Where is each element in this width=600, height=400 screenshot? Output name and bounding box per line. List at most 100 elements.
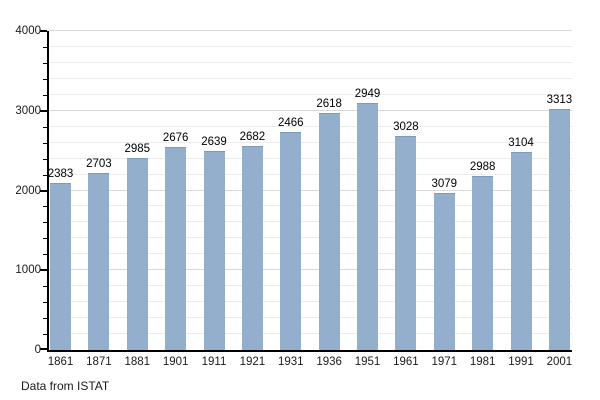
y-axis-minor-tick xyxy=(43,174,47,176)
bar-1861 xyxy=(50,182,71,350)
gridline-minor xyxy=(49,301,572,303)
y-tick-label: 3000 xyxy=(15,104,41,117)
bar-2001 xyxy=(548,109,570,350)
bar-1911 xyxy=(203,150,225,350)
gridline-minor xyxy=(49,157,572,159)
y-axis-major-tick xyxy=(40,109,47,112)
x-tick-label: 1936 xyxy=(316,356,342,368)
bar-value-label: 2988 xyxy=(469,160,496,173)
y-axis-major-tick xyxy=(40,269,47,272)
y-axis-minor-tick xyxy=(43,62,47,64)
bar-slot-1936: 2618 1936 xyxy=(316,31,342,368)
x-tick-label: 2001 xyxy=(546,356,573,368)
bar-1951 xyxy=(357,103,378,350)
y-axis-minor-tick xyxy=(43,46,47,48)
bar-1931 xyxy=(280,132,302,350)
bar-slot-1921: 2682 1921 xyxy=(239,31,266,368)
gridline-minor xyxy=(49,61,572,63)
y-tick-label: 0 xyxy=(34,344,41,356)
bar-value-label: 2618 xyxy=(316,98,342,111)
x-tick-label: 1971 xyxy=(431,356,458,368)
gridline-minor xyxy=(49,205,572,207)
y-axis-major-tick xyxy=(40,348,47,350)
bar-slot-1911: 2639 1911 xyxy=(201,31,227,368)
bar-slot-1931: 2466 1931 xyxy=(278,31,304,368)
y-axis-minor-tick xyxy=(43,286,47,288)
bar-1961 xyxy=(395,135,417,350)
bar-value-label: 3104 xyxy=(508,136,534,149)
gridline-minor xyxy=(49,141,572,143)
bar-slot-1881: 2985 1881 xyxy=(124,31,151,368)
y-axis-major-tick xyxy=(40,30,47,32)
x-tick-label: 1861 xyxy=(47,356,74,368)
y-axis-minor-tick xyxy=(43,206,47,208)
y-axis-minor-tick xyxy=(43,334,47,336)
bar-value-label: 2703 xyxy=(86,158,112,171)
y-axis-minor-tick xyxy=(43,126,47,128)
gridline-minor xyxy=(49,77,572,79)
bar-1901 xyxy=(165,147,187,350)
gridline-minor xyxy=(49,253,572,255)
x-tick-label: 1981 xyxy=(469,356,496,368)
bar-slot-1991: 3104 1991 xyxy=(508,31,534,368)
x-tick-label: 1921 xyxy=(239,356,266,368)
bars-container: 2383 1861 2703 1871 2985 1881 2676 1901 2639 1911… xyxy=(47,31,573,368)
bar-1981 xyxy=(472,175,494,350)
bar-value-label: 3028 xyxy=(393,120,419,133)
gridline-minor xyxy=(49,317,572,319)
y-axis-minor-tick xyxy=(43,222,47,224)
x-tick-label: 1871 xyxy=(86,356,112,368)
gridline-minor xyxy=(49,221,572,223)
y-tick-label: 2000 xyxy=(15,184,41,197)
bar-value-label: 2682 xyxy=(239,130,266,143)
bar-1881 xyxy=(126,158,148,350)
y-axis-minor-tick xyxy=(43,254,47,256)
gridline-minor xyxy=(49,173,572,175)
bar-slot-1861: 2383 1861 xyxy=(47,31,74,368)
gridline-minor xyxy=(49,285,572,287)
bar-value-label: 2985 xyxy=(124,143,151,156)
bar-1991 xyxy=(510,151,532,350)
bar-slot-1951: 2949 1951 xyxy=(354,31,381,368)
gridline-minor xyxy=(49,237,572,239)
y-axis-minor-tick xyxy=(43,78,47,80)
source-note: Data from ISTAT xyxy=(21,379,110,393)
gridline-major xyxy=(49,189,572,191)
plot-area: 2383 1861 2703 1871 2985 1881 2676 1901 2639 1911… xyxy=(40,30,573,368)
bar-slot-1981: 2988 1981 xyxy=(469,31,496,368)
bar-value-label: 2383 xyxy=(47,167,74,180)
x-tick-label: 1911 xyxy=(201,356,227,368)
y-axis-minor-tick xyxy=(43,142,47,144)
bar-slot-1961: 3028 1961 xyxy=(393,31,419,368)
bar-slot-1971: 3079 1971 xyxy=(431,31,458,368)
x-tick-label: 1991 xyxy=(508,356,534,368)
gridline-minor xyxy=(49,125,572,127)
bar-value-label: 2676 xyxy=(162,132,189,145)
y-tick-label: 4000 xyxy=(15,25,41,37)
y-axis-minor-tick xyxy=(43,302,47,304)
bar-slot-1871: 2703 1871 xyxy=(86,31,112,368)
x-tick-label: 1881 xyxy=(124,356,151,368)
bar-1871 xyxy=(88,173,110,350)
x-tick-label: 1951 xyxy=(354,356,381,368)
x-tick-label: 1961 xyxy=(393,356,419,368)
y-axis-major-tick xyxy=(40,189,47,192)
y-axis-minor-tick xyxy=(43,94,47,96)
gridline-minor xyxy=(49,93,572,95)
gridline-major xyxy=(49,30,572,31)
y-axis-minor-tick xyxy=(43,318,47,320)
bar-value-label: 3313 xyxy=(546,94,573,107)
x-tick-label: 1931 xyxy=(277,356,304,368)
gridline-minor xyxy=(49,333,572,335)
gridline-major xyxy=(49,269,572,271)
bar-value-label: 3079 xyxy=(431,178,458,191)
x-tick-label: 1901 xyxy=(162,356,189,368)
y-axis-minor-tick xyxy=(43,158,47,160)
bar-value-label: 2639 xyxy=(201,135,227,148)
y-tick-label: 1000 xyxy=(15,264,41,277)
bar-1921 xyxy=(241,145,263,350)
gridline-minor xyxy=(49,45,572,47)
y-axis-minor-tick xyxy=(43,238,47,240)
bar-value-label: 2949 xyxy=(354,88,381,101)
